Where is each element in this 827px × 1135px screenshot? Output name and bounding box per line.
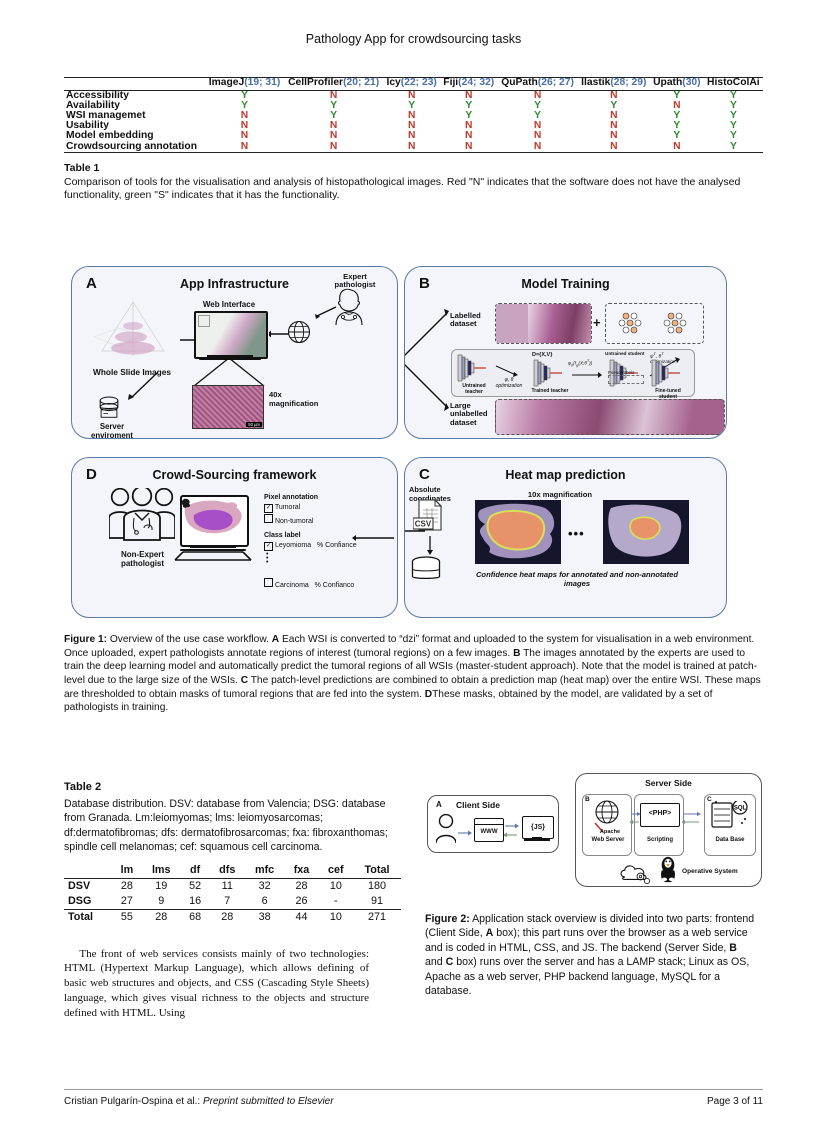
svg-text:SQL: SQL — [734, 806, 747, 812]
